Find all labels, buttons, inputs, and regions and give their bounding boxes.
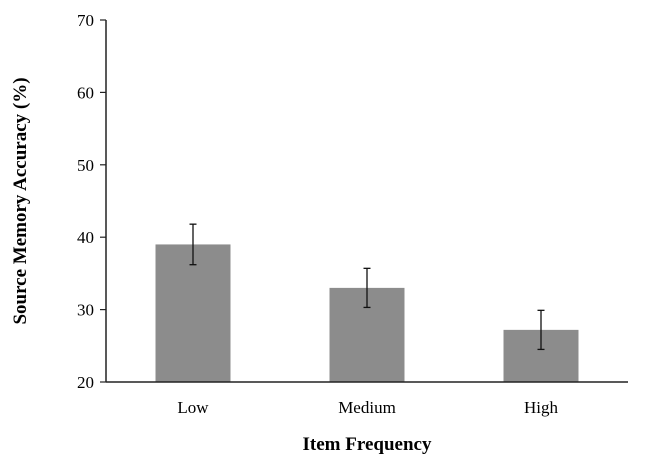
y-tick-label: 40 [77, 228, 94, 247]
x-tick-labels: Low Medium High [177, 398, 558, 417]
bars-layer [155, 244, 579, 382]
error-bar-high [537, 309, 545, 351]
error-bar-low [189, 223, 197, 266]
y-tick-label: 30 [77, 301, 94, 320]
y-tick-label: 60 [77, 83, 94, 102]
x-axis-title: Item Frequency [303, 434, 432, 455]
bar-low [155, 244, 231, 382]
error-bar-medium [363, 267, 371, 309]
y-axis-title: Source Memory Accuracy (%) [10, 77, 31, 324]
x-tick-label: Medium [338, 398, 396, 417]
y-tick-label: 50 [77, 156, 94, 175]
y-ticks: 20 30 40 50 60 70 [77, 11, 106, 392]
y-tick-label: 20 [77, 373, 94, 392]
y-tick-label: 70 [77, 11, 94, 30]
x-tick-label: High [524, 398, 559, 417]
x-tick-label: Low [177, 398, 209, 417]
error-bars-layer [189, 223, 545, 351]
